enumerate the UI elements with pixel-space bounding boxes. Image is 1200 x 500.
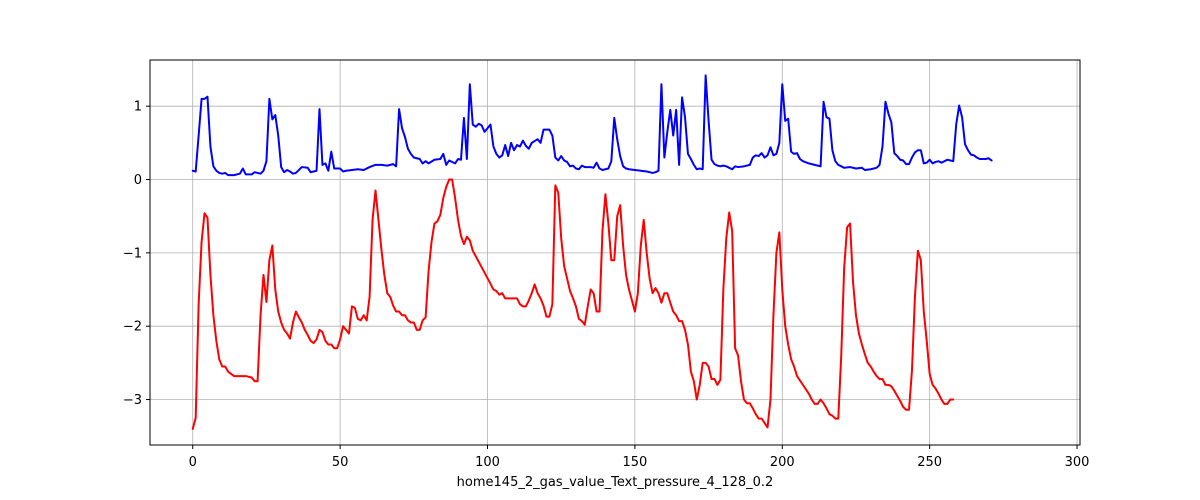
series-line-2 xyxy=(191,178,955,430)
x-tick-label: 300 xyxy=(1065,455,1090,470)
y-tick-label: −2 xyxy=(123,320,142,335)
x-tick-label: 200 xyxy=(770,455,795,470)
y-tick-label: −1 xyxy=(123,246,142,261)
y-tick-label: 1 xyxy=(134,100,142,115)
grid xyxy=(150,60,1080,445)
x-tick-label: 0 xyxy=(189,455,197,470)
y-tick-label: −3 xyxy=(123,393,142,408)
x-tick-label: 250 xyxy=(917,455,942,470)
y-tick-label: 0 xyxy=(134,173,142,188)
x-tick-label: 150 xyxy=(622,455,647,470)
x-tick-label: 50 xyxy=(332,455,349,470)
x-tick-label: 100 xyxy=(475,455,500,470)
x-axis-label: home145_2_gas_value_Text_pressure_4_128_… xyxy=(457,475,774,490)
series-line-1 xyxy=(191,74,993,177)
plot-series xyxy=(191,74,993,430)
y-axis-ticks: 1 0 −1 −2 −3 xyxy=(123,100,150,408)
x-axis-ticks: 0 50 100 150 200 250 300 xyxy=(189,445,1090,470)
